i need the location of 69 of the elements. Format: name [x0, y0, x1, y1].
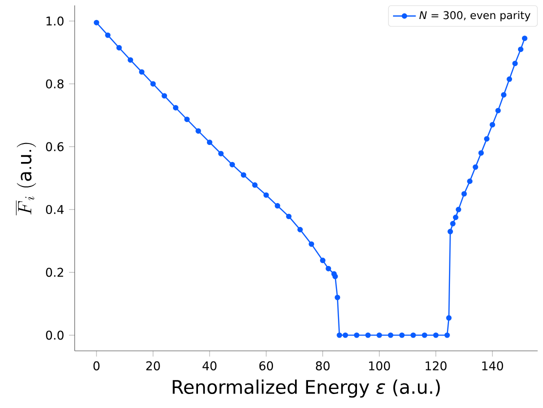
x-tick-label: 80: [316, 361, 330, 370]
point: [472, 164, 478, 170]
point: [218, 150, 224, 156]
point: [263, 192, 269, 198]
point: [139, 69, 144, 75]
point: [354, 332, 360, 338]
point: [128, 57, 134, 63]
y-axis-title: $\overline{F}_i\ \mathrm{(a.u.)}$: [16, 142, 36, 216]
x-tick-label: 100: [369, 361, 390, 370]
legend-label: N = 300, even parity: [419, 10, 530, 22]
point: [522, 35, 528, 41]
point: [334, 294, 340, 300]
point: [399, 332, 405, 338]
point: [94, 20, 100, 26]
point: [500, 92, 506, 98]
point: [172, 104, 178, 110]
x-tick-label: 60: [259, 361, 274, 370]
x-tick-label: 120: [426, 361, 447, 370]
point: [422, 332, 428, 338]
point: [484, 136, 490, 142]
point: [116, 44, 122, 50]
point: [433, 332, 439, 338]
point: [461, 190, 467, 196]
point: [410, 332, 416, 338]
y-tick-label: 0.8: [46, 79, 64, 88]
point: [336, 332, 342, 338]
point: [448, 228, 454, 234]
point: [365, 332, 371, 338]
point: [456, 206, 462, 212]
point: [495, 108, 501, 114]
point: [376, 332, 382, 338]
point: [150, 81, 156, 86]
point: [518, 46, 524, 52]
y-tick-label: 0.2: [46, 268, 64, 277]
point: [490, 122, 496, 128]
point: [286, 214, 292, 220]
point: [320, 258, 326, 264]
x-tick-label: 140: [482, 361, 504, 370]
point: [512, 60, 518, 66]
y-tick-label: 0.4: [46, 204, 64, 214]
point: [467, 178, 473, 184]
point: [206, 139, 212, 145]
point: [196, 128, 202, 134]
point: [450, 220, 456, 226]
y-tick-label: 0.0: [46, 330, 64, 340]
point: [162, 92, 168, 98]
point: [326, 266, 332, 272]
point: [342, 332, 348, 338]
point: [105, 32, 111, 38]
x-axis-title: Renormalized Energy ε (a.u.): [172, 379, 440, 398]
point: [274, 202, 280, 208]
point: [506, 76, 512, 82]
x-tick-label: 20: [146, 361, 160, 370]
y-tick-label: 0.6: [46, 142, 64, 152]
point: [388, 332, 394, 338]
x-tick-label: 40: [202, 361, 216, 370]
point: [452, 214, 458, 220]
point: [230, 162, 235, 168]
point: [297, 226, 303, 232]
point: [240, 172, 246, 178]
y-tick-label: 1.0: [46, 16, 64, 26]
point: [252, 182, 258, 188]
point: [444, 332, 450, 338]
point: [184, 116, 190, 122]
point: [332, 274, 338, 280]
point: [478, 150, 484, 156]
point: [446, 315, 452, 321]
x-tick-label: 0: [93, 361, 100, 370]
point: [308, 241, 314, 247]
